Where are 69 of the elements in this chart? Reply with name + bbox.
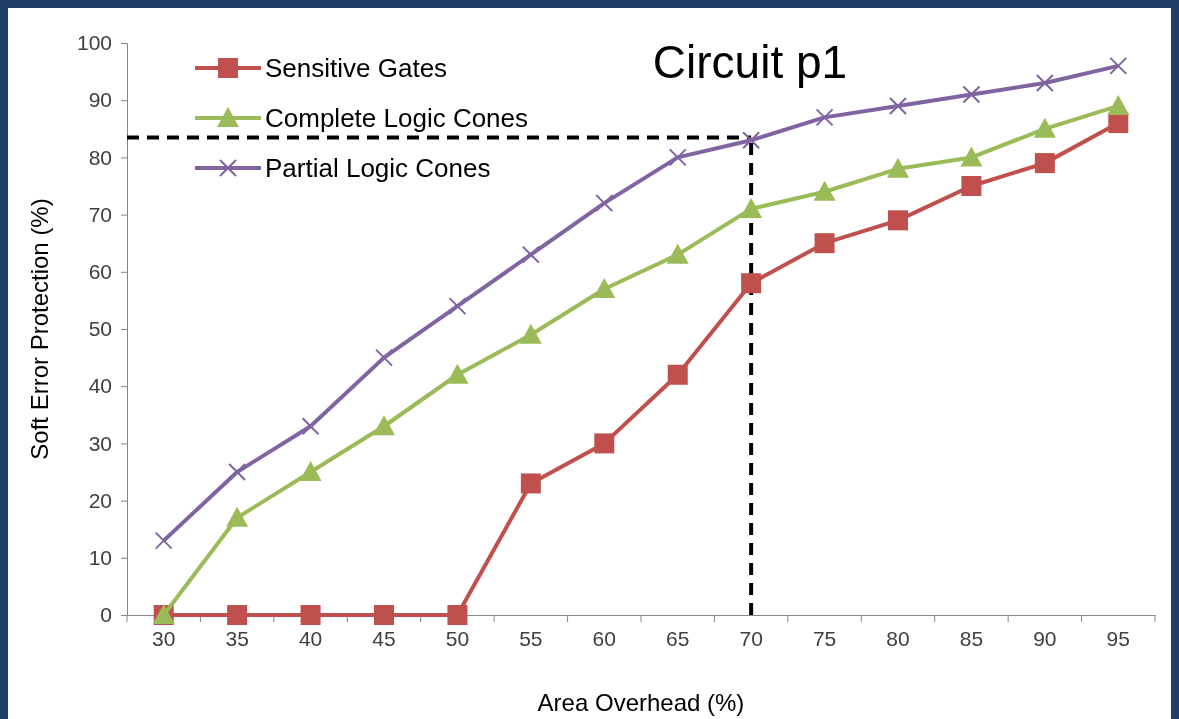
point xyxy=(299,461,322,481)
point xyxy=(889,96,907,115)
point xyxy=(447,605,468,625)
point xyxy=(595,194,614,213)
point xyxy=(521,245,540,264)
y-tick-label: 0 xyxy=(100,603,112,627)
point xyxy=(519,323,542,344)
point xyxy=(1107,94,1130,115)
point xyxy=(960,146,983,167)
point xyxy=(667,364,688,385)
point xyxy=(1034,153,1055,174)
chart-title: Circuit p1 xyxy=(652,36,848,88)
y-tick-label: 50 xyxy=(88,317,112,341)
point xyxy=(300,605,321,625)
point xyxy=(668,148,687,167)
point xyxy=(961,176,982,196)
point xyxy=(446,363,469,384)
legend-label: Partial Logic Cones xyxy=(265,153,491,183)
y-tick-label: 10 xyxy=(88,546,112,570)
point xyxy=(154,531,173,550)
x-tick-label: 55 xyxy=(519,626,543,650)
x-axis-title: Area Overhead (%) xyxy=(537,689,745,716)
point xyxy=(962,85,981,104)
x-tick-label: 35 xyxy=(225,626,249,650)
x-tick-label: 60 xyxy=(592,626,616,650)
y-axis-title: Soft Error Protection (%) xyxy=(26,198,53,460)
point xyxy=(813,180,836,201)
point xyxy=(1035,74,1054,93)
x-tick-label: 70 xyxy=(739,626,763,650)
y-tick-label: 20 xyxy=(88,488,112,512)
y-tick-label: 90 xyxy=(88,88,112,112)
point xyxy=(888,210,908,231)
point xyxy=(594,433,615,454)
x-tick-label: 75 xyxy=(812,626,837,650)
legend-label: Sensitive Gates xyxy=(265,53,448,83)
point xyxy=(374,605,394,625)
point xyxy=(520,473,541,494)
point xyxy=(740,197,763,218)
y-tick-label: 100 xyxy=(76,31,112,55)
point xyxy=(742,131,761,150)
x-tick-label: 85 xyxy=(959,626,984,650)
point xyxy=(1108,113,1129,134)
y-tick-label: 60 xyxy=(88,260,112,284)
point xyxy=(666,243,689,264)
point xyxy=(227,605,248,625)
point xyxy=(1109,56,1128,75)
point xyxy=(448,297,467,316)
x-tick-label: 40 xyxy=(298,626,323,650)
x-tick-label: 95 xyxy=(1106,626,1130,650)
point xyxy=(226,506,249,527)
point xyxy=(228,463,247,481)
x-tick-label: 65 xyxy=(666,626,690,650)
x-tick-label: 80 xyxy=(886,626,910,650)
point xyxy=(1033,117,1056,138)
x-tick-label: 90 xyxy=(1033,626,1057,650)
x-tick-label: 50 xyxy=(445,626,470,650)
point xyxy=(814,233,835,254)
point xyxy=(887,157,909,178)
y-tick-label: 80 xyxy=(88,145,112,169)
point xyxy=(815,108,834,127)
x-tick-label: 30 xyxy=(152,626,176,650)
y-tick-label: 70 xyxy=(88,202,112,226)
y-tick-label: 30 xyxy=(88,431,112,455)
x-tick-label: 45 xyxy=(372,626,396,650)
y-tick-label: 40 xyxy=(88,374,112,398)
point xyxy=(373,415,395,436)
legend-label: Complete Logic Cones xyxy=(265,103,529,133)
point xyxy=(593,277,616,298)
point xyxy=(741,273,762,294)
